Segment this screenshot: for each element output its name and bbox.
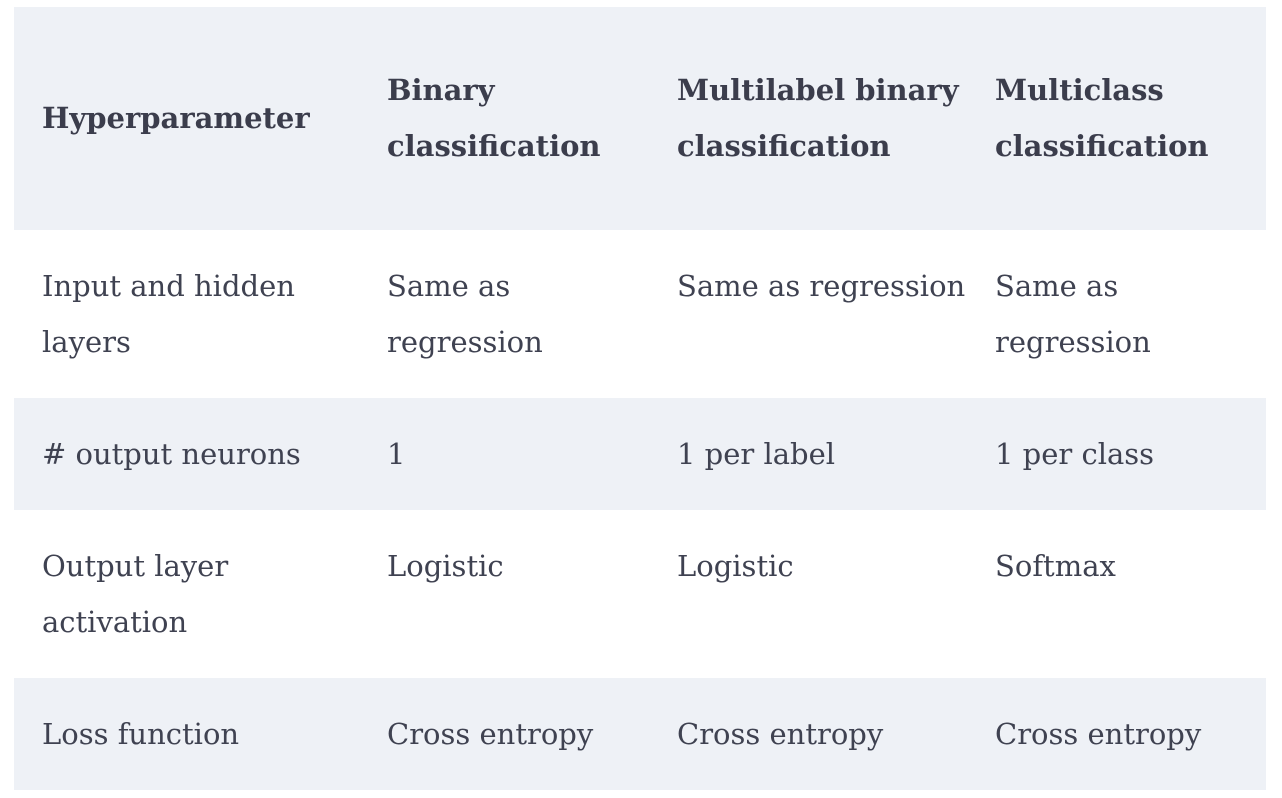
table-row: Input and hidden layers Same as regressi…	[14, 230, 1266, 398]
header-hyperparameter: Hyperparameter	[42, 100, 310, 135]
row-label-cell: Input and hidden layers	[42, 269, 295, 359]
table-cell: Softmax	[995, 549, 1116, 583]
table-row: Output layer activation Logistic Logisti…	[14, 510, 1266, 678]
table-cell: Same as regression	[387, 269, 543, 359]
table-cell: 1	[387, 437, 406, 471]
row-label-cell: # output neurons	[42, 437, 301, 471]
table-cell: Logistic	[387, 549, 504, 583]
hyperparameter-table-container: Hyperparameter Binary classification Mul…	[14, 7, 1266, 790]
table-cell: Logistic	[677, 549, 794, 583]
table-header: Hyperparameter Binary classification Mul…	[14, 7, 1266, 230]
table-cell: Cross entropy	[677, 717, 884, 751]
table-row: Loss function Cross entropy Cross entrop…	[14, 678, 1266, 790]
table-cell: 1 per label	[677, 437, 836, 471]
table-row: # output neurons 1 1 per label 1 per cla…	[14, 398, 1266, 510]
header-multilabel-binary-classification: Multilabel binary classification	[677, 72, 959, 163]
table-cell: Cross entropy	[995, 717, 1202, 751]
row-label-cell: Loss function	[42, 717, 240, 751]
hyperparameter-table: Hyperparameter Binary classification Mul…	[14, 7, 1266, 790]
header-binary-classification: Binary classification	[387, 72, 601, 163]
row-label-cell: Output layer activation	[42, 549, 229, 639]
table-cell: Same as regression	[995, 269, 1151, 359]
table-body: Input and hidden layers Same as regressi…	[14, 230, 1266, 790]
table-cell: Cross entropy	[387, 717, 594, 751]
table-cell: 1 per class	[995, 437, 1155, 471]
header-row: Hyperparameter Binary classification Mul…	[14, 7, 1266, 230]
header-multiclass-classification: Multiclass classification	[995, 72, 1209, 163]
table-cell: Same as regression	[677, 269, 966, 303]
